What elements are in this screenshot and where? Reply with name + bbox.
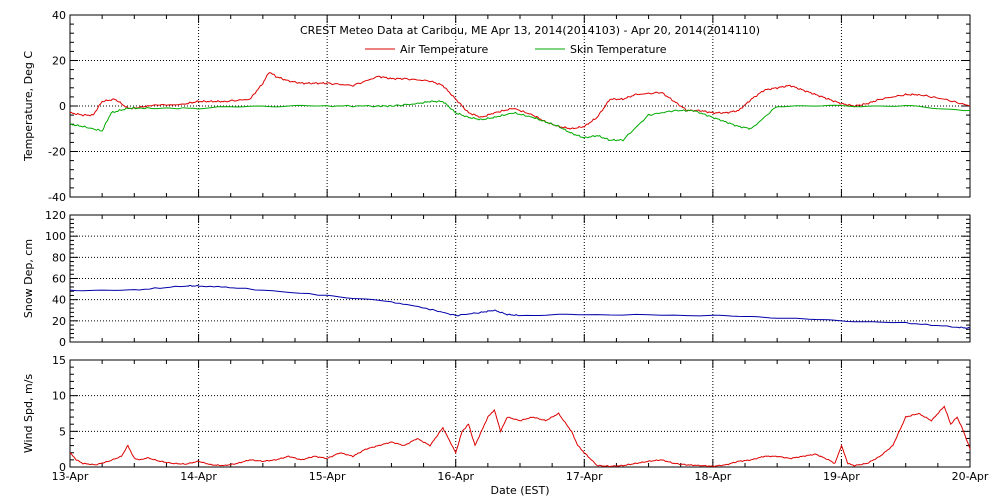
y-tick-label: 40 [52, 9, 66, 22]
y-tick-label: 40 [52, 294, 66, 307]
y-tick-label: 15 [52, 354, 66, 367]
y-axis-label: Snow Dep, cm [22, 239, 35, 318]
legend-entry: Skin Temperature [570, 43, 667, 56]
panel-snow_depth: 0 20 40 60 80 100 120 Snow Dep, cm [22, 209, 971, 349]
y-tick-label: 100 [45, 230, 66, 243]
panel-temperature: -40 -20 0 20 40 Temperature, Deg C [22, 9, 971, 204]
x-axis: Date (EST) 13-Apr 14-Apr 15-Apr 16-Apr 17-Ap… [52, 470, 989, 497]
series-line-wind_speed-0 [69, 405, 971, 468]
y-tick-label: -40 [48, 191, 66, 204]
x-tick-label: 20-Apr [952, 470, 989, 483]
y-tick-label: 20 [52, 55, 66, 68]
x-tick-label: 18-Apr [694, 470, 731, 483]
x-axis-label: Date (EST) [490, 484, 549, 497]
chart-title: CREST Meteo Data at Caribou, ME Apr 13, … [300, 24, 760, 37]
x-tick-label: 15-Apr [309, 470, 346, 483]
y-tick-label: 20 [52, 315, 66, 328]
y-tick-label: 60 [52, 273, 66, 286]
panels: -40 -20 0 20 40 Temperature, Deg C 0 20 40 60 80 10… [22, 9, 971, 474]
chart-header: CREST Meteo Data at Caribou, ME Apr 13, … [300, 24, 760, 37]
series-line-temperature-1 [69, 100, 971, 142]
plot-frame [69, 359, 971, 468]
y-tick-label: -20 [48, 146, 66, 159]
y-tick-label: 10 [52, 390, 66, 403]
y-tick-label: 120 [45, 209, 66, 222]
series-line-snow_depth-0 [69, 284, 971, 329]
x-tick-label: 14-Apr [180, 470, 217, 483]
x-tick-label: 17-Apr [566, 470, 603, 483]
x-tick-label: 13-Apr [52, 470, 89, 483]
y-tick-label: 0 [59, 461, 66, 474]
panel-wind_speed: 0 5 10 15 Wind Spd, m/s [22, 354, 971, 474]
x-tick-label: 19-Apr [823, 470, 860, 483]
y-tick-label: 0 [59, 336, 66, 349]
legend-entry: Air Temperature [400, 43, 489, 56]
y-tick-label: 5 [59, 425, 66, 438]
y-axis-label: Wind Spd, m/s [22, 374, 35, 454]
x-tick-label: 16-Apr [437, 470, 474, 483]
y-axis-label: Temperature, Deg C [22, 51, 35, 162]
y-tick-label: 80 [52, 251, 66, 264]
legend: Air Temperature Skin Temperature [365, 43, 667, 56]
series-line-temperature-0 [69, 72, 971, 130]
plot-frame [69, 214, 971, 343]
y-tick-label: 0 [59, 100, 66, 113]
